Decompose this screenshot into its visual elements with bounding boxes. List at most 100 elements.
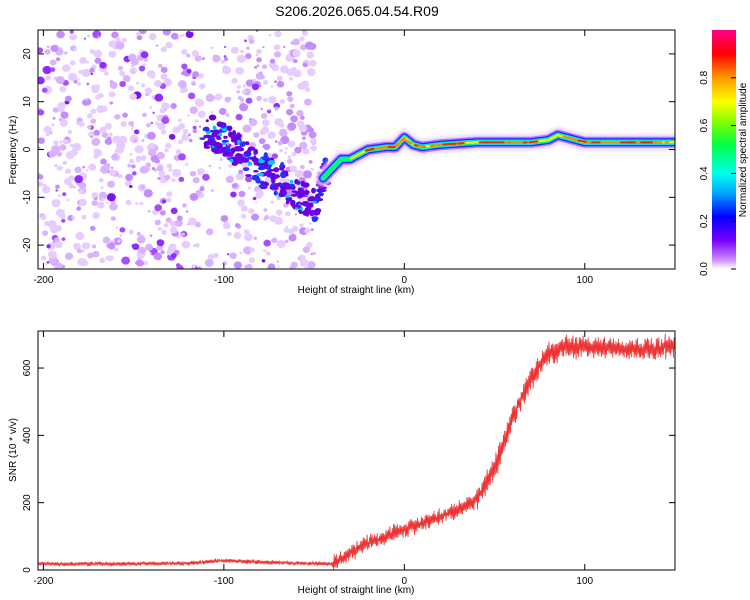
noise-speckle [285, 225, 289, 229]
noise-speckle [308, 127, 314, 133]
ridge-blob [241, 158, 250, 163]
noise-speckle [90, 135, 93, 139]
noise-speckle [294, 146, 302, 154]
noise-speckle [226, 96, 232, 101]
noise-speckle [89, 49, 95, 54]
ridge-blob [278, 192, 287, 198]
colorbar-tick-label: 0.4 [699, 166, 710, 180]
noise-speckle [263, 97, 268, 103]
x-tick-label: -100 [214, 275, 234, 286]
noise-speckle [169, 248, 173, 251]
noise-speckle [267, 131, 276, 139]
noise-speckle [96, 105, 106, 113]
noise-speckle [135, 202, 139, 206]
noise-speckle [154, 204, 163, 212]
noise-speckle [243, 39, 248, 43]
noise-speckle [69, 60, 76, 66]
ridge-blob [290, 199, 296, 206]
noise-speckle [62, 160, 68, 166]
noise-speckle [304, 227, 311, 234]
noise-speckle [130, 127, 134, 130]
noise-speckle [269, 58, 276, 64]
noise-speckle [76, 248, 83, 254]
noise-speckle [261, 64, 267, 70]
ridge-blob [298, 209, 302, 213]
noise-speckle [220, 215, 229, 223]
noise-speckle [195, 189, 202, 196]
noise-speckle [256, 57, 262, 63]
noise-speckle [263, 239, 271, 247]
noise-speckle [210, 110, 214, 114]
noise-speckle [78, 121, 85, 127]
noise-speckle [205, 93, 215, 102]
noise-speckle [312, 251, 316, 256]
noise-speckle [52, 117, 56, 120]
ridge-blob [300, 190, 306, 196]
noise-speckle [258, 138, 266, 145]
noise-speckle [283, 227, 290, 233]
noise-speckle [75, 232, 85, 241]
noise-speckle [285, 108, 294, 116]
noise-speckle [237, 85, 242, 89]
noise-speckle [100, 165, 110, 174]
noise-speckle [290, 261, 298, 269]
noise-speckle [136, 35, 143, 41]
noise-speckle [52, 107, 59, 113]
noise-speckle [211, 189, 214, 192]
noise-speckle [310, 228, 314, 232]
y-tick-label: 0 [22, 567, 33, 573]
noise-speckle [286, 68, 295, 77]
noise-speckle [194, 98, 205, 107]
noise-speckle [219, 157, 223, 162]
noise-speckle [90, 118, 97, 124]
noise-speckle [198, 125, 202, 128]
ridge-blob [314, 208, 322, 213]
noise-speckle [263, 249, 267, 253]
noise-speckle [115, 226, 119, 229]
noise-speckle [111, 153, 119, 161]
colorbar-ticks: 0.0 0.2 0.4 0.6 0.8 [699, 70, 736, 276]
noise-speckle [236, 90, 240, 94]
noise-speckle [104, 122, 112, 130]
noise-speckle [149, 105, 153, 109]
noise-speckle [242, 84, 246, 88]
noise-speckle [156, 239, 165, 247]
noise-speckle [160, 250, 165, 255]
noise-speckle [71, 216, 76, 220]
noise-speckle [246, 46, 250, 50]
noise-speckle [238, 190, 246, 198]
noise-speckle [46, 261, 50, 264]
noise-speckle [86, 125, 92, 130]
ridge-blob [290, 179, 294, 185]
noise-speckle [230, 46, 239, 54]
noise-speckle [128, 229, 134, 235]
colorbar-tick-label: 0.2 [699, 214, 710, 228]
noise-speckle [240, 49, 244, 54]
noise-speckle [93, 154, 99, 159]
noise-speckle [121, 37, 127, 43]
ridge-blob [317, 192, 325, 197]
noise-speckle [310, 145, 317, 152]
noise-speckle [192, 125, 197, 130]
noise-speckle [47, 250, 57, 259]
noise-speckle [296, 120, 305, 128]
ridge-blob [253, 169, 259, 173]
noise-speckle [100, 158, 107, 165]
noise-speckle [74, 175, 84, 184]
noise-speckle [55, 189, 59, 192]
noise-speckle [287, 122, 297, 131]
noise-speckle [275, 209, 283, 216]
noise-speckle [135, 32, 140, 36]
ridge-blob [245, 174, 252, 177]
noise-speckle [93, 49, 103, 58]
noise-speckle [158, 170, 166, 177]
noise-speckle [280, 135, 290, 145]
noise-speckle [94, 57, 102, 64]
noise-speckle [42, 65, 52, 75]
noise-speckle [65, 95, 72, 102]
noise-speckle [114, 247, 119, 252]
ridge-blob [285, 200, 290, 205]
noise-speckle [78, 181, 86, 189]
